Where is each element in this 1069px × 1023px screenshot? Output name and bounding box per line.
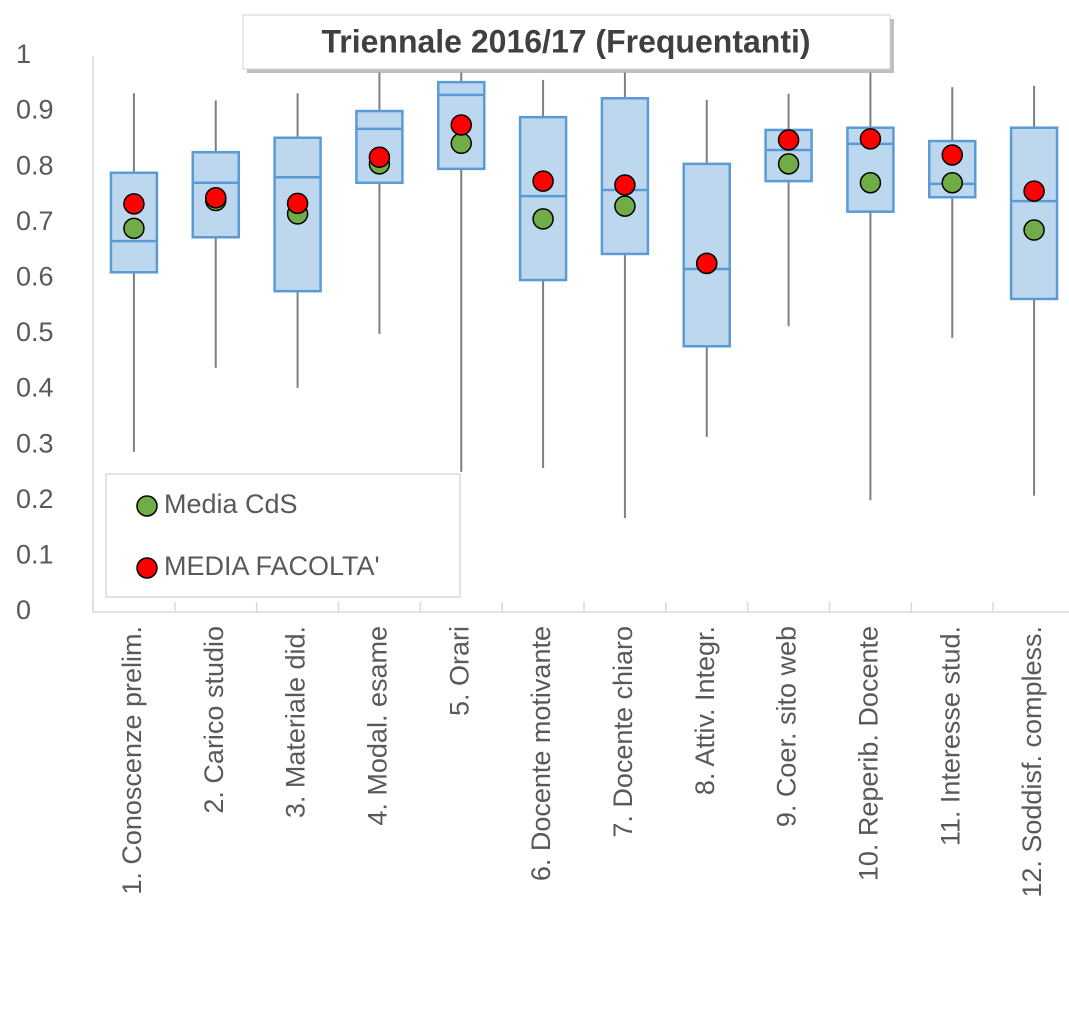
plot-area [92,72,1069,613]
y-tick-label: 0.8 [16,150,54,180]
y-tick-label: 0.7 [16,206,54,236]
mean-point [450,114,472,136]
mean-point [777,129,800,151]
legend-label: Media CdS [164,489,298,519]
legend-box [105,473,461,598]
y-tick-label: 0.4 [16,373,54,403]
x-tick-label: 2. Carico studio [199,626,229,814]
x-tick-label: 7. Docente chiaro [608,626,638,838]
mean-point [123,193,145,215]
mean-point [777,153,800,175]
mean-point [532,170,554,192]
mean-point [859,172,882,194]
x-tick-label: 6. Docente motivante [526,626,556,881]
mean-point [532,208,554,230]
y-tick-label: 0.3 [16,428,54,458]
x-tick-label: 1. Conoscenze prelim. [117,626,147,895]
mean-point [614,174,636,196]
chart-title: Triennale 2016/17 (Frequentanti) [321,23,810,59]
mean-point [941,144,963,166]
mean-point [941,172,963,194]
x-tick-label: 10. Reperib. Docente [854,626,884,881]
y-tick-label: 0.6 [16,262,54,292]
legend-label: MEDIA FACOLTA' [164,551,380,581]
box [518,115,568,282]
x-tick-label: 5. Orari [444,626,474,716]
box [1009,126,1059,301]
title-group: Triennale 2016/17 (Frequentanti) [242,14,894,73]
y-tick-label: 0.9 [16,95,54,125]
x-tick-label: 4. Modal. esame [363,626,393,826]
mean-point [286,192,309,215]
legend-marker [136,495,158,517]
mean-point [1023,219,1045,241]
mean-point [614,195,636,217]
mean-point [696,252,718,275]
y-tick-label: 1 [16,39,31,69]
x-tick-label: 3. Materiale did. [281,626,311,818]
y-tick-label: 0.1 [16,540,54,570]
mean-point [123,217,145,240]
y-tick-label: 0.2 [16,484,54,514]
mean-point [1023,180,1045,202]
x-tick-label: 11. Interesse stud. [935,626,965,846]
mean-point [368,146,391,168]
y-tick-label: 0 [16,595,31,625]
y-tick-label: 0.5 [16,317,54,347]
mean-point [205,187,227,209]
mean-point [450,132,472,155]
x-tick-label: 12. Soddisf. compless. [1017,626,1047,898]
legend-marker [136,557,158,579]
mean-point [859,128,882,150]
x-tick-label: 8. Attiv. Integr. [690,626,720,795]
legend: Media CdS MEDIA FACOLTA' [105,473,461,598]
x-tick-label: 9. Coer. sito web [772,626,802,827]
title-box [242,14,891,70]
